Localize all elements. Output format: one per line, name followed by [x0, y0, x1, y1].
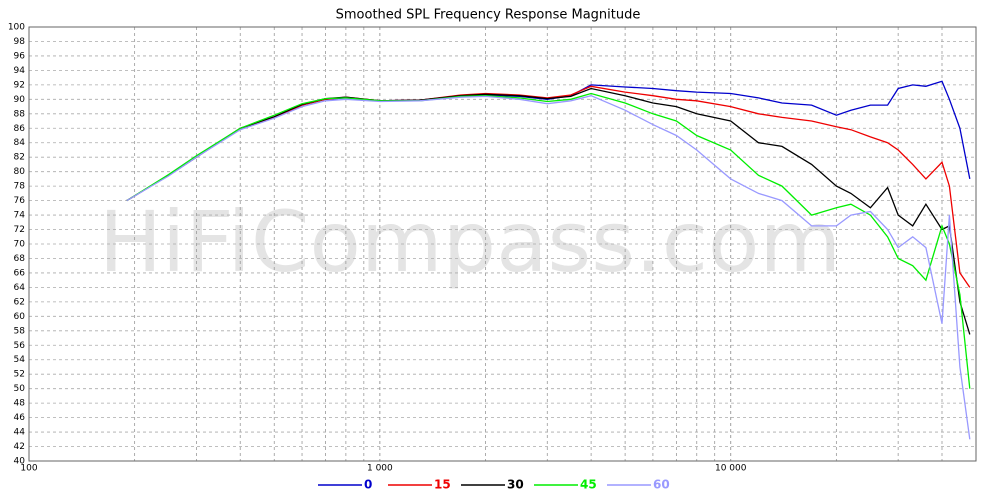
chart-title: Smoothed SPL Frequency Response Magnitud…	[336, 8, 641, 23]
y-tick-label: 72	[14, 225, 25, 235]
y-tick-label: 66	[14, 268, 26, 278]
y-tick-label: 80	[14, 167, 26, 177]
y-tick-label: 40	[14, 457, 26, 467]
series-line	[126, 95, 971, 440]
series-line	[126, 85, 971, 288]
y-tick-label: 94	[14, 66, 26, 76]
legend-label: 30	[507, 478, 524, 492]
y-tick-label: 76	[14, 196, 26, 206]
legend-label: 60	[653, 478, 670, 492]
y-tick-label: 54	[14, 355, 26, 365]
y-tick-label: 88	[14, 109, 26, 119]
legend-label: 0	[364, 478, 372, 492]
y-tick-label: 90	[14, 95, 26, 105]
plot-frame	[28, 26, 977, 462]
y-tick-label: 92	[14, 80, 25, 90]
y-tick-label: 86	[14, 124, 26, 134]
y-tick-label: 82	[14, 153, 25, 163]
watermark: HiFiCompass.com	[99, 193, 841, 291]
x-tick-label: 100	[20, 464, 37, 474]
legend-label: 15	[434, 478, 451, 492]
y-tick-label: 44	[14, 428, 26, 438]
legend-label: 45	[580, 478, 597, 492]
y-tick-label: 52	[14, 370, 25, 380]
y-tick-label: 84	[14, 138, 26, 148]
y-tick-label: 98	[14, 37, 26, 47]
x-tick-label: 10 000	[715, 464, 747, 474]
y-tick-label: 56	[14, 341, 26, 351]
y-tick-label: 42	[14, 442, 25, 452]
y-tick-label: 74	[14, 211, 26, 221]
y-tick-label: 78	[14, 182, 26, 192]
y-tick-label: 96	[14, 51, 26, 61]
y-tick-label: 64	[14, 283, 26, 293]
y-tick-label: 68	[14, 254, 26, 264]
y-tick-label: 48	[14, 399, 26, 409]
y-tick-label: 50	[14, 384, 26, 394]
y-tick-label: 100	[8, 23, 25, 33]
y-tick-label: 70	[14, 240, 26, 250]
y-tick-label: 60	[14, 312, 26, 322]
series-line	[126, 92, 971, 389]
x-tick-label: 1 000	[367, 464, 393, 474]
y-tick-label: 46	[14, 413, 26, 423]
y-tick-label: 62	[14, 297, 25, 307]
y-tick-label: 58	[14, 326, 26, 336]
